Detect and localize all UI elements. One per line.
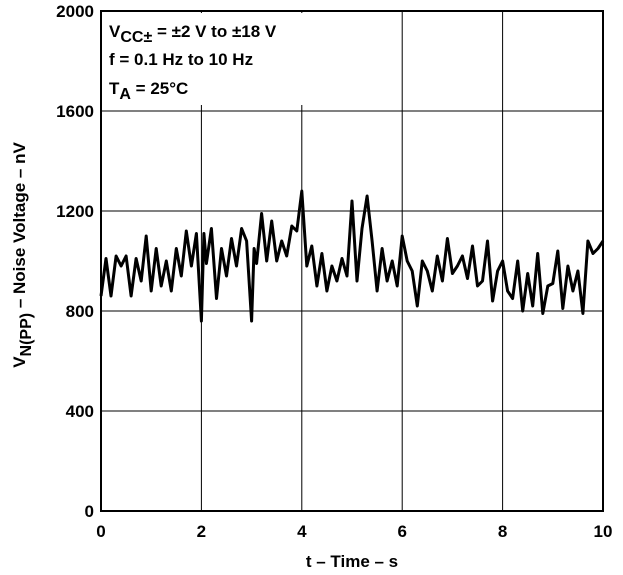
- x-tick-label: 10: [594, 522, 613, 541]
- plot-frame: [100, 10, 604, 512]
- y-tick-label: 800: [66, 302, 94, 321]
- y-tick-label: 1600: [56, 102, 94, 121]
- series-lines: [99, 189, 605, 323]
- x-tick-label: 8: [498, 522, 507, 541]
- annotation-line-1: VCC± = ±2 V to ±18 V: [109, 22, 277, 46]
- annotation-line-3: TA = 25°C: [109, 79, 188, 103]
- y-tick-labels: 0 400 800 1200 1600 2000: [56, 2, 94, 521]
- y-tick-label: 2000: [56, 2, 94, 21]
- x-tick-label: 6: [397, 522, 406, 541]
- x-tick-label: 2: [197, 522, 206, 541]
- y-tick-label: 1200: [56, 202, 94, 221]
- x-tick-labels: 0 2 4 6 8 10: [96, 522, 612, 541]
- y-tick-label: 400: [66, 402, 94, 421]
- x-tick-label: 0: [96, 522, 105, 541]
- x-axis-label: t – Time – s: [306, 552, 398, 571]
- annotation-line-2: f = 0.1 Hz to 10 Hz: [109, 50, 253, 69]
- x-tick-label: 4: [297, 522, 307, 541]
- y-tick-label: 0: [85, 502, 94, 521]
- annotation-background: [103, 13, 338, 105]
- noise-voltage-line: [99, 189, 605, 323]
- y-axis-label: VN(PP) – Noise Voltage – nV: [10, 142, 35, 368]
